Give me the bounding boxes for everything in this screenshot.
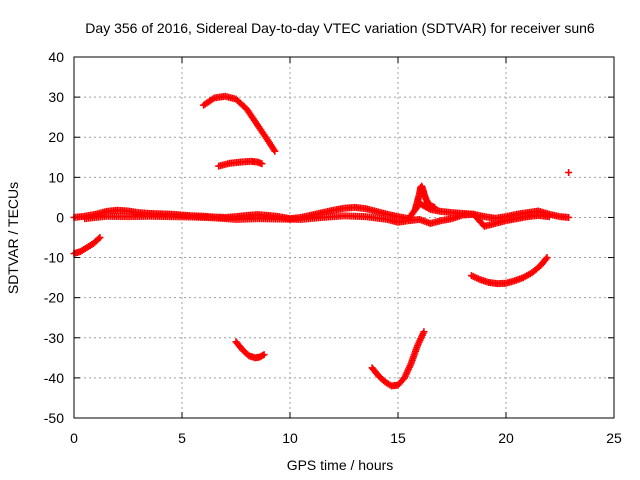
x-tick-label: 0	[70, 430, 78, 446]
y-tick-label: 40	[48, 49, 64, 65]
data-point	[545, 213, 553, 221]
chart-title: Day 356 of 2016, Sidereal Day-to-day VTE…	[85, 20, 595, 36]
data-point-fill	[259, 351, 267, 359]
y-tick-label: -10	[44, 250, 64, 266]
data-point-fill	[95, 235, 103, 243]
data-point	[420, 328, 428, 336]
y-tick-label: 30	[48, 89, 64, 105]
y-tick-label: -20	[44, 290, 64, 306]
data-points	[70, 92, 573, 390]
y-tick-label: -40	[44, 370, 64, 386]
y-tick-label: 20	[48, 129, 64, 145]
x-tick-label: 25	[606, 430, 622, 446]
data-point	[271, 147, 279, 155]
y-tick-label: -50	[44, 410, 64, 426]
data-point	[565, 213, 573, 221]
x-axis-label: GPS time / hours	[287, 457, 394, 473]
x-tick-label: 10	[282, 430, 298, 446]
data-point-fill	[542, 255, 550, 263]
grid-lines	[74, 57, 614, 418]
y-tick-label: -30	[44, 330, 64, 346]
data-point	[431, 203, 439, 211]
y-tick-label: 10	[48, 169, 64, 185]
y-axis-label: SDTVAR / TECUs	[5, 182, 21, 294]
plot-frame	[73, 56, 615, 419]
data-point	[543, 254, 551, 262]
x-tick-label: 5	[178, 430, 186, 446]
x-tick-label: 15	[390, 430, 406, 446]
data-point	[258, 160, 266, 168]
y-tick-label: 0	[56, 209, 64, 225]
axis-ticks: 0 5 10 15 20 25 -50 -40 -30 -20 -10 0 10 20 30 40	[44, 49, 622, 446]
data-point	[565, 169, 573, 177]
x-tick-label: 20	[498, 430, 514, 446]
data-point	[260, 351, 268, 359]
data-point	[96, 234, 104, 241]
